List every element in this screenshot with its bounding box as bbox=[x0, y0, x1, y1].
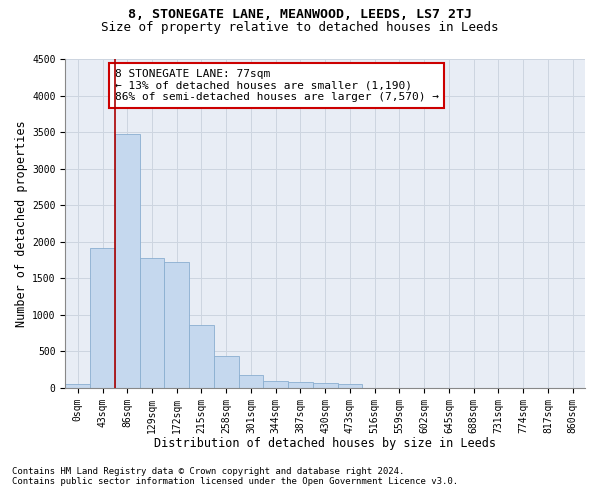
X-axis label: Distribution of detached houses by size in Leeds: Distribution of detached houses by size … bbox=[154, 437, 496, 450]
Bar bbox=[313, 384, 338, 388]
Text: Contains HM Land Registry data © Crown copyright and database right 2024.: Contains HM Land Registry data © Crown c… bbox=[12, 467, 404, 476]
Bar bbox=[214, 356, 239, 388]
Bar bbox=[263, 380, 288, 388]
Bar bbox=[239, 376, 263, 388]
Bar bbox=[338, 384, 362, 388]
Text: 8, STONEGATE LANE, MEANWOOD, LEEDS, LS7 2TJ: 8, STONEGATE LANE, MEANWOOD, LEEDS, LS7 … bbox=[128, 8, 472, 20]
Bar bbox=[115, 134, 140, 388]
Bar bbox=[90, 248, 115, 388]
Text: Size of property relative to detached houses in Leeds: Size of property relative to detached ho… bbox=[101, 22, 499, 35]
Bar bbox=[140, 258, 164, 388]
Text: 8 STONEGATE LANE: 77sqm
← 13% of detached houses are smaller (1,190)
86% of semi: 8 STONEGATE LANE: 77sqm ← 13% of detache… bbox=[115, 69, 439, 102]
Text: Contains public sector information licensed under the Open Government Licence v3: Contains public sector information licen… bbox=[12, 477, 458, 486]
Bar bbox=[189, 325, 214, 388]
Bar bbox=[65, 384, 90, 388]
Bar bbox=[288, 382, 313, 388]
Y-axis label: Number of detached properties: Number of detached properties bbox=[15, 120, 28, 326]
Bar bbox=[164, 262, 189, 388]
